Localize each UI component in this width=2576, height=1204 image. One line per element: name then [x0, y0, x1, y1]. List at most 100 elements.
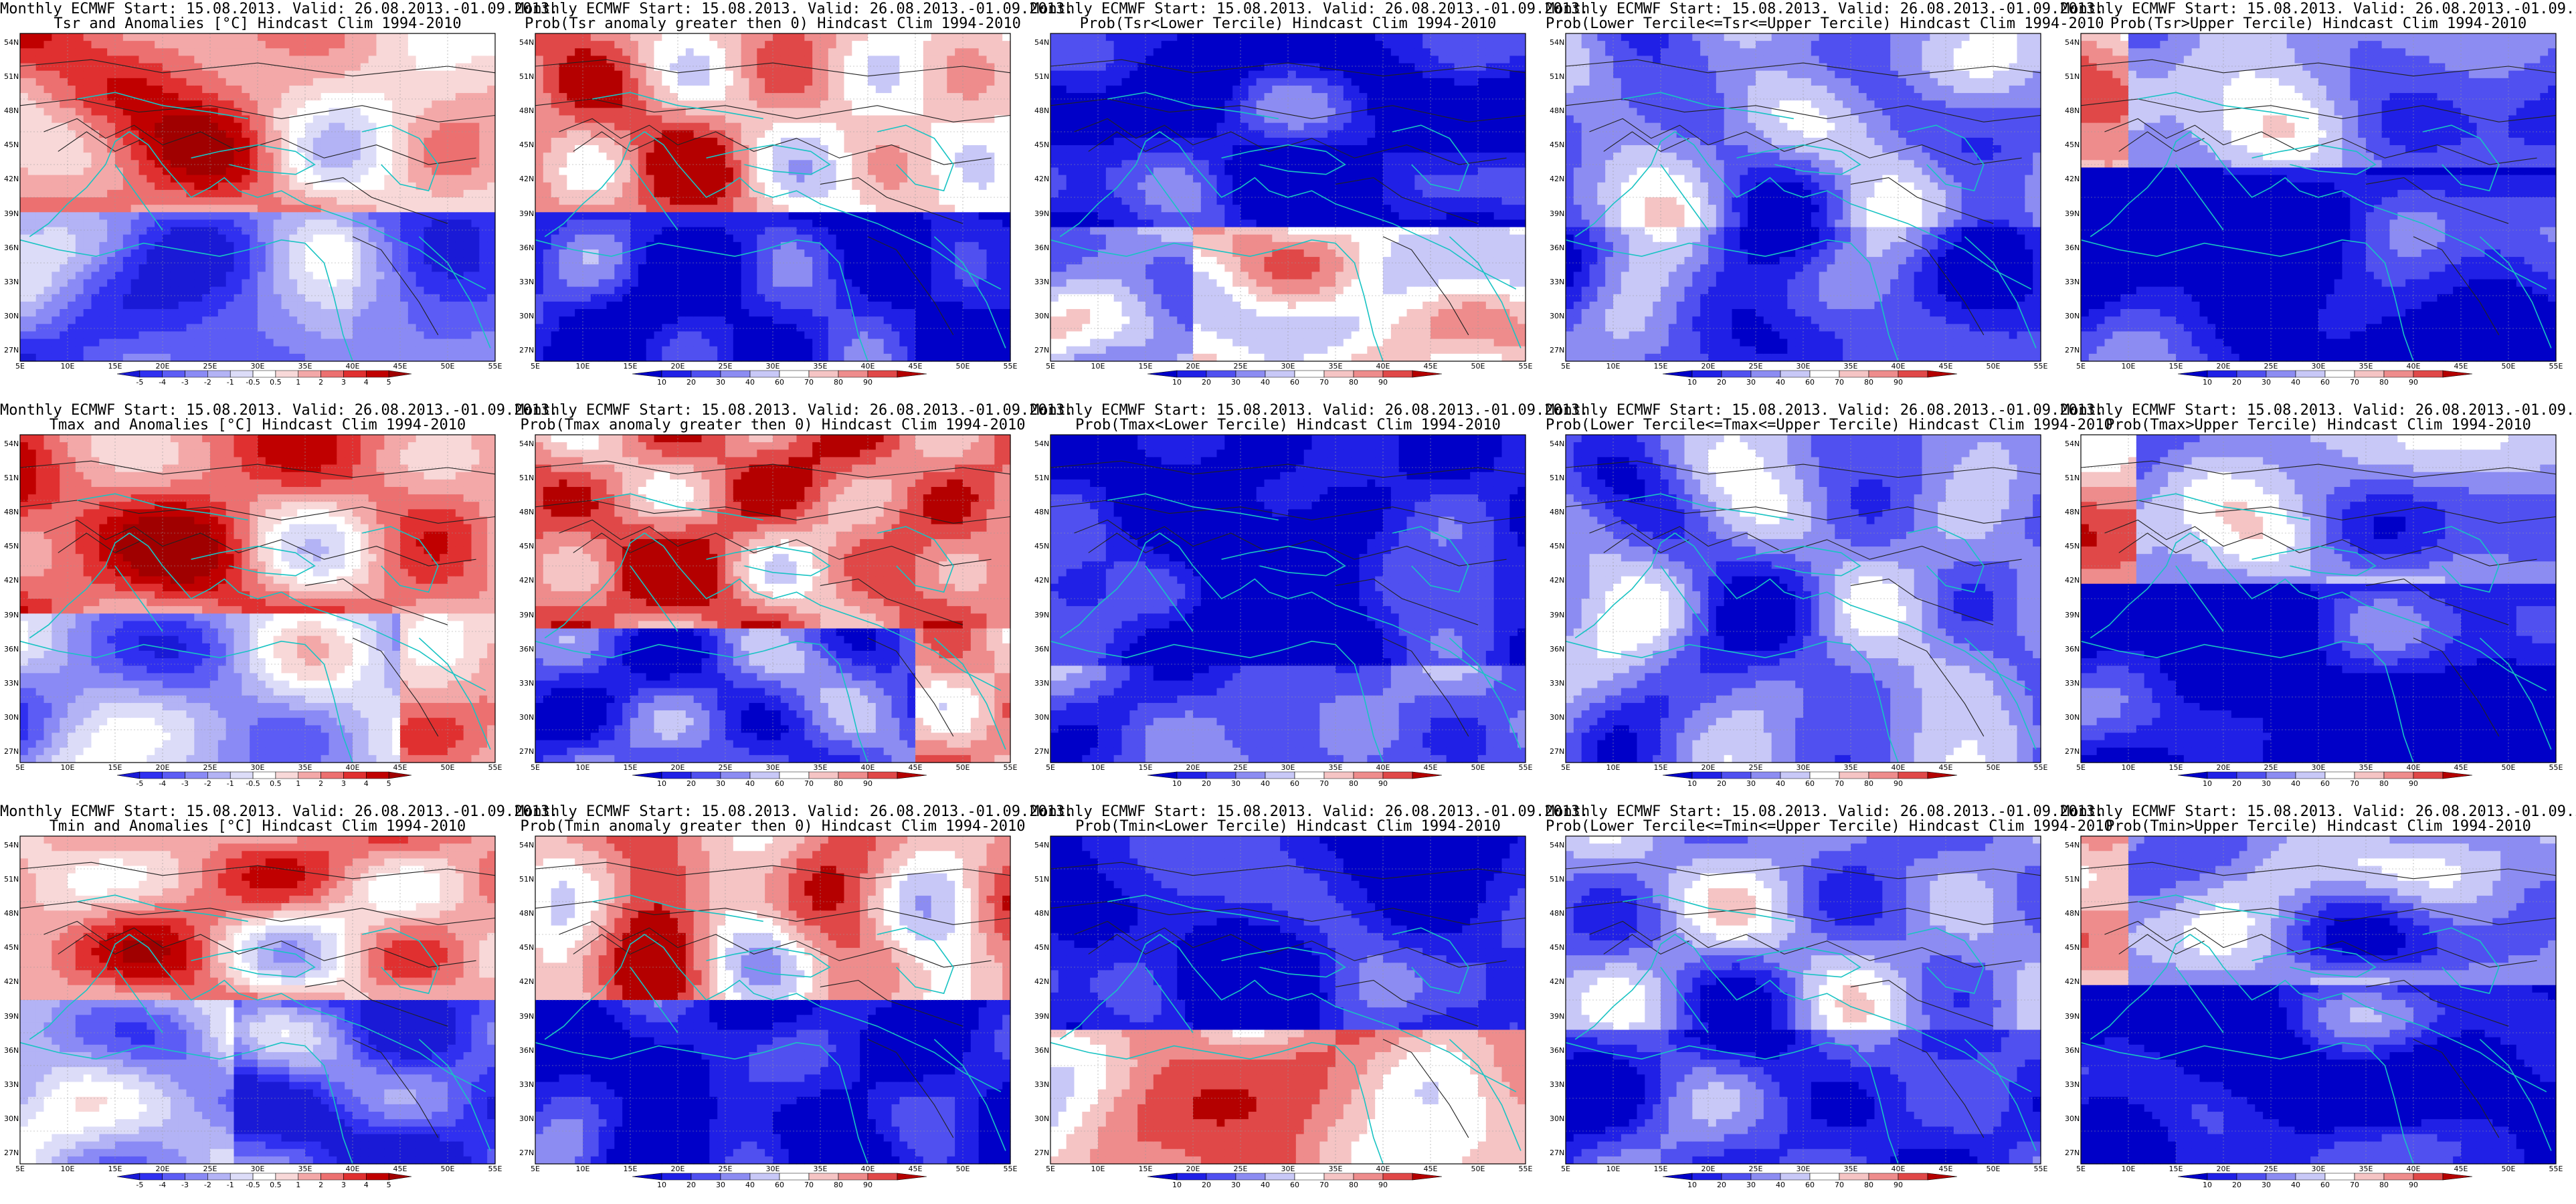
- colorbar-label: 80: [825, 379, 852, 387]
- lat-label: 33N: [1034, 679, 1049, 688]
- lat-label: 45N: [1034, 944, 1049, 952]
- colorbar-label: 40: [1252, 379, 1279, 387]
- lon-label: 10E: [1085, 363, 1111, 371]
- lon-label: 30E: [759, 764, 786, 772]
- lon-label: 10E: [2115, 363, 2142, 371]
- colorbar-label: 20: [1708, 780, 1735, 788]
- coastlines: [19, 92, 491, 362]
- climatology-contours: [19, 460, 496, 737]
- colorbar-label: 40: [737, 1181, 763, 1189]
- lon-label: 35E: [1837, 363, 1864, 371]
- lat-label: 48N: [4, 508, 19, 516]
- map-panel-tmin_up: [2080, 835, 2557, 1181]
- lat-label: 45N: [2065, 944, 2080, 952]
- lat-label: 42N: [2065, 175, 2080, 183]
- lon-label: 35E: [1322, 363, 1349, 371]
- lat-label: 45N: [4, 542, 19, 550]
- lon-label: 50E: [434, 363, 461, 371]
- panel-title: Prob(Tmin anomaly greater then 0) Hindca…: [515, 819, 1030, 835]
- lon-label: 15E: [102, 363, 128, 371]
- lat-label: 48N: [2065, 910, 2080, 918]
- map-frame: [1565, 33, 2041, 362]
- colorbar-label: 70: [2341, 780, 2368, 788]
- lat-label: 48N: [519, 107, 534, 115]
- coastlines: [2080, 493, 2552, 763]
- lon-label: 20E: [664, 764, 691, 772]
- panel-title: Prob(Tmin<Lower Tercile) Hindcast Clim 1…: [1030, 819, 1546, 835]
- climatology-contours: [1565, 460, 2041, 737]
- colorbar-label: -4: [149, 1181, 176, 1189]
- shaded-field: [1050, 33, 1526, 362]
- lat-label: 36N: [1034, 1046, 1049, 1055]
- lon-label: 25E: [1742, 1165, 1769, 1173]
- lon-label: 15E: [1132, 363, 1159, 371]
- panel-header: Monthly ECMWF Start: 15.08.2013. Valid: …: [1546, 804, 2104, 820]
- lon-label: 45E: [1417, 1165, 1444, 1173]
- colorbar-label: 90: [2400, 379, 2427, 387]
- lon-label: 55E: [2543, 764, 2569, 772]
- map-panel-tsr_pos: [535, 33, 1011, 378]
- lat-label: 42N: [519, 577, 534, 585]
- climatology-contours: [2080, 59, 2557, 336]
- colorbar-label: 2: [308, 1181, 335, 1189]
- colorbar: [2177, 1173, 2473, 1181]
- lat-label: 30N: [4, 1114, 19, 1123]
- lat-label: 45N: [4, 141, 19, 149]
- colorbar-label: 90: [1885, 1181, 1912, 1189]
- lon-label: 45E: [2448, 363, 2474, 371]
- lon-label: 10E: [1600, 363, 1627, 371]
- colorbar-label: 70: [1311, 780, 1338, 788]
- colorbar-label: 70: [1311, 1181, 1338, 1189]
- lon-label: 40E: [854, 363, 881, 371]
- graticule: [20, 33, 495, 361]
- map-panel-tsr_up: [2080, 33, 2557, 378]
- map-frame: [1050, 434, 1526, 763]
- colorbar: [1147, 1173, 1443, 1181]
- panel-header: Monthly ECMWF Start: 15.08.2013. Valid: …: [1030, 1, 1588, 17]
- lon-label: 45E: [1417, 764, 1444, 772]
- map-frame: [535, 434, 1011, 763]
- coastlines: [1565, 92, 2037, 362]
- lon-label: 55E: [1512, 363, 1539, 371]
- lat-label: 54N: [1034, 841, 1049, 849]
- lon-label: 20E: [149, 764, 176, 772]
- lon-label: 40E: [2400, 363, 2427, 371]
- lat-label: 27N: [1034, 1149, 1049, 1157]
- lon-label: 30E: [1275, 764, 1301, 772]
- lat-label: 36N: [2065, 645, 2080, 654]
- lon-label: 10E: [569, 764, 596, 772]
- colorbar-label: 1: [285, 379, 312, 387]
- graticule: [2081, 836, 2556, 1164]
- map-frame: [535, 33, 1011, 362]
- panel-header: Monthly ECMWF Start: 15.08.2013. Valid: …: [2061, 1, 2576, 17]
- lat-label: 51N: [4, 876, 19, 884]
- colorbar-label: 30: [1222, 780, 1249, 788]
- colorbar: [1147, 370, 1443, 378]
- shaded-field: [1050, 435, 1526, 763]
- lon-label: 35E: [807, 363, 834, 371]
- lon-label: 50E: [949, 363, 976, 371]
- colorbar-label: -1: [217, 379, 244, 387]
- climatology-contours: [1050, 59, 1526, 336]
- lon-label: 25E: [197, 1165, 223, 1173]
- map-panel-tmin_low: [1050, 835, 1526, 1181]
- lon-label: 55E: [2543, 363, 2569, 371]
- panel-header: Monthly ECMWF Start: 15.08.2013. Valid: …: [0, 1, 558, 17]
- colorbar-label: 10: [1164, 379, 1190, 387]
- panel-header: Monthly ECMWF Start: 15.08.2013. Valid: …: [2061, 804, 2576, 820]
- colorbar-label: 2: [308, 379, 335, 387]
- colorbar-label: -2: [194, 780, 221, 788]
- climatology-contours: [19, 862, 496, 1138]
- lon-label: 55E: [1512, 764, 1539, 772]
- panel-title: Prob(Lower Tercile<=Tsr<=Upper Tercile) …: [1546, 16, 2104, 32]
- colorbar-label: -1: [217, 780, 244, 788]
- lat-label: 45N: [1034, 542, 1049, 550]
- lon-label: 50E: [949, 1165, 976, 1173]
- lat-label: 27N: [4, 748, 19, 756]
- colorbar-label: 60: [2312, 780, 2338, 788]
- colorbar-label: 60: [1281, 379, 1308, 387]
- lon-label: 20E: [1695, 363, 1722, 371]
- lon-label: 5E: [7, 1165, 33, 1173]
- lon-label: 5E: [1552, 1165, 1579, 1173]
